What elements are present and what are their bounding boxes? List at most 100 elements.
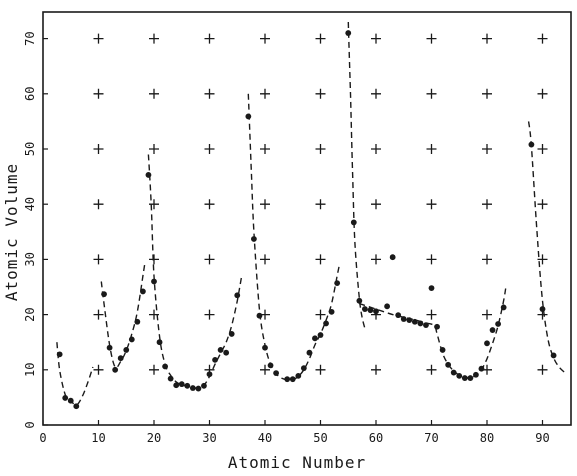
grid-plus-mark xyxy=(315,254,326,265)
y-tick-label: 50 xyxy=(23,142,37,156)
data-point xyxy=(262,344,268,351)
x-tick-label: 20 xyxy=(147,431,161,445)
y-tick-label: 20 xyxy=(23,307,37,321)
grid-plus-mark xyxy=(93,88,104,99)
data-point xyxy=(528,141,535,148)
data-point xyxy=(489,327,496,333)
data-point xyxy=(173,382,180,389)
grid-plus-mark xyxy=(260,88,270,99)
data-point xyxy=(178,381,185,388)
data-point xyxy=(234,292,241,299)
data-point xyxy=(228,331,235,337)
data-point xyxy=(478,365,485,372)
y-tick-label: 40 xyxy=(23,197,37,211)
grid-plus-mark xyxy=(149,364,159,375)
data-point xyxy=(450,369,457,376)
y-tick-labels: 0 10 20 30 40 50 60 70 xyxy=(23,31,37,428)
data-point xyxy=(411,318,418,325)
grid-plus-mark xyxy=(149,199,159,210)
grid-plus-mark xyxy=(482,309,492,320)
data-point xyxy=(123,347,130,353)
data-point xyxy=(500,304,507,311)
data-point xyxy=(367,307,374,314)
data-point xyxy=(189,385,196,391)
data-point xyxy=(323,320,329,327)
grid-plus-mark xyxy=(149,88,159,99)
grid-plus-mark xyxy=(204,199,215,210)
grid-plus-mark xyxy=(204,33,215,44)
data-point xyxy=(461,375,468,381)
grid-plus-mark xyxy=(204,144,215,154)
data-point xyxy=(273,370,279,377)
data-point xyxy=(539,306,546,312)
data-point xyxy=(389,254,396,261)
data-point xyxy=(423,322,429,328)
x-tick-label: 10 xyxy=(91,431,105,445)
grid-plus-mark xyxy=(315,364,326,375)
data-point xyxy=(350,219,357,226)
data-point xyxy=(184,382,191,389)
grid-plus-mark xyxy=(93,144,104,154)
data-point xyxy=(145,172,152,178)
data-point xyxy=(473,371,479,378)
data-point xyxy=(550,352,557,359)
data-point xyxy=(56,351,63,358)
data-point xyxy=(306,349,313,356)
grid-plus-mark xyxy=(204,309,215,320)
x-tick-label: 90 xyxy=(535,431,549,445)
data-point xyxy=(362,306,368,312)
trend-curve-segment xyxy=(147,154,243,389)
trend-curve-segment xyxy=(359,286,507,379)
grid-plus-mark xyxy=(315,309,326,320)
grid-plus-mark xyxy=(315,88,326,99)
y-axis-label: Atomic Volume xyxy=(2,163,21,301)
grid-plus-mark xyxy=(371,144,381,154)
grid-plus-mark xyxy=(537,364,548,375)
data-point xyxy=(356,297,363,304)
data-point xyxy=(406,317,413,324)
data-point xyxy=(445,361,452,368)
x-axis-label: Atomic Number xyxy=(228,453,366,472)
data-point xyxy=(439,347,446,353)
grid-plus-mark xyxy=(204,88,215,99)
grid-plus-mark xyxy=(537,88,548,99)
grid-plus-mark xyxy=(93,33,104,44)
y-tick-label: 0 xyxy=(23,421,37,428)
trend-curve-segment xyxy=(56,342,94,406)
grid-plus-mark xyxy=(93,199,104,210)
x-tick-label: 60 xyxy=(369,431,383,445)
grid-plus-mark xyxy=(537,144,548,154)
x-tick-label: 40 xyxy=(258,431,272,445)
trend-curve-segment xyxy=(100,264,146,369)
plot-frame xyxy=(42,11,572,426)
x-tick-label: 30 xyxy=(202,431,216,445)
grid-plus-mark xyxy=(371,88,381,99)
grid-plus-mark xyxy=(260,144,270,154)
data-point xyxy=(395,312,402,319)
data-point xyxy=(384,303,390,310)
data-point xyxy=(245,113,252,120)
data-point xyxy=(167,375,174,382)
grid-plus-mark xyxy=(260,364,270,375)
grid-plus-mark xyxy=(537,199,548,210)
data-point xyxy=(62,395,69,401)
data-point xyxy=(101,291,107,298)
y-tick-label: 30 xyxy=(23,252,37,266)
grid-plus-mark xyxy=(260,33,270,44)
data-point xyxy=(128,336,135,343)
grid-plus-mark xyxy=(93,254,104,265)
data-point xyxy=(456,372,463,379)
grid-plus-mark xyxy=(371,33,381,44)
data-point xyxy=(206,371,213,378)
axes xyxy=(42,11,572,426)
grid-plus-mark xyxy=(149,144,159,154)
grid-plus-mark xyxy=(204,254,215,265)
grid-plus-mark xyxy=(315,199,326,210)
trend-curve-segment xyxy=(527,121,566,374)
grid-plus-mark xyxy=(482,88,492,99)
data-point xyxy=(112,366,119,373)
grid-plus-mark xyxy=(371,364,381,375)
grid-plus-mark xyxy=(260,254,270,265)
data-point xyxy=(212,356,218,363)
